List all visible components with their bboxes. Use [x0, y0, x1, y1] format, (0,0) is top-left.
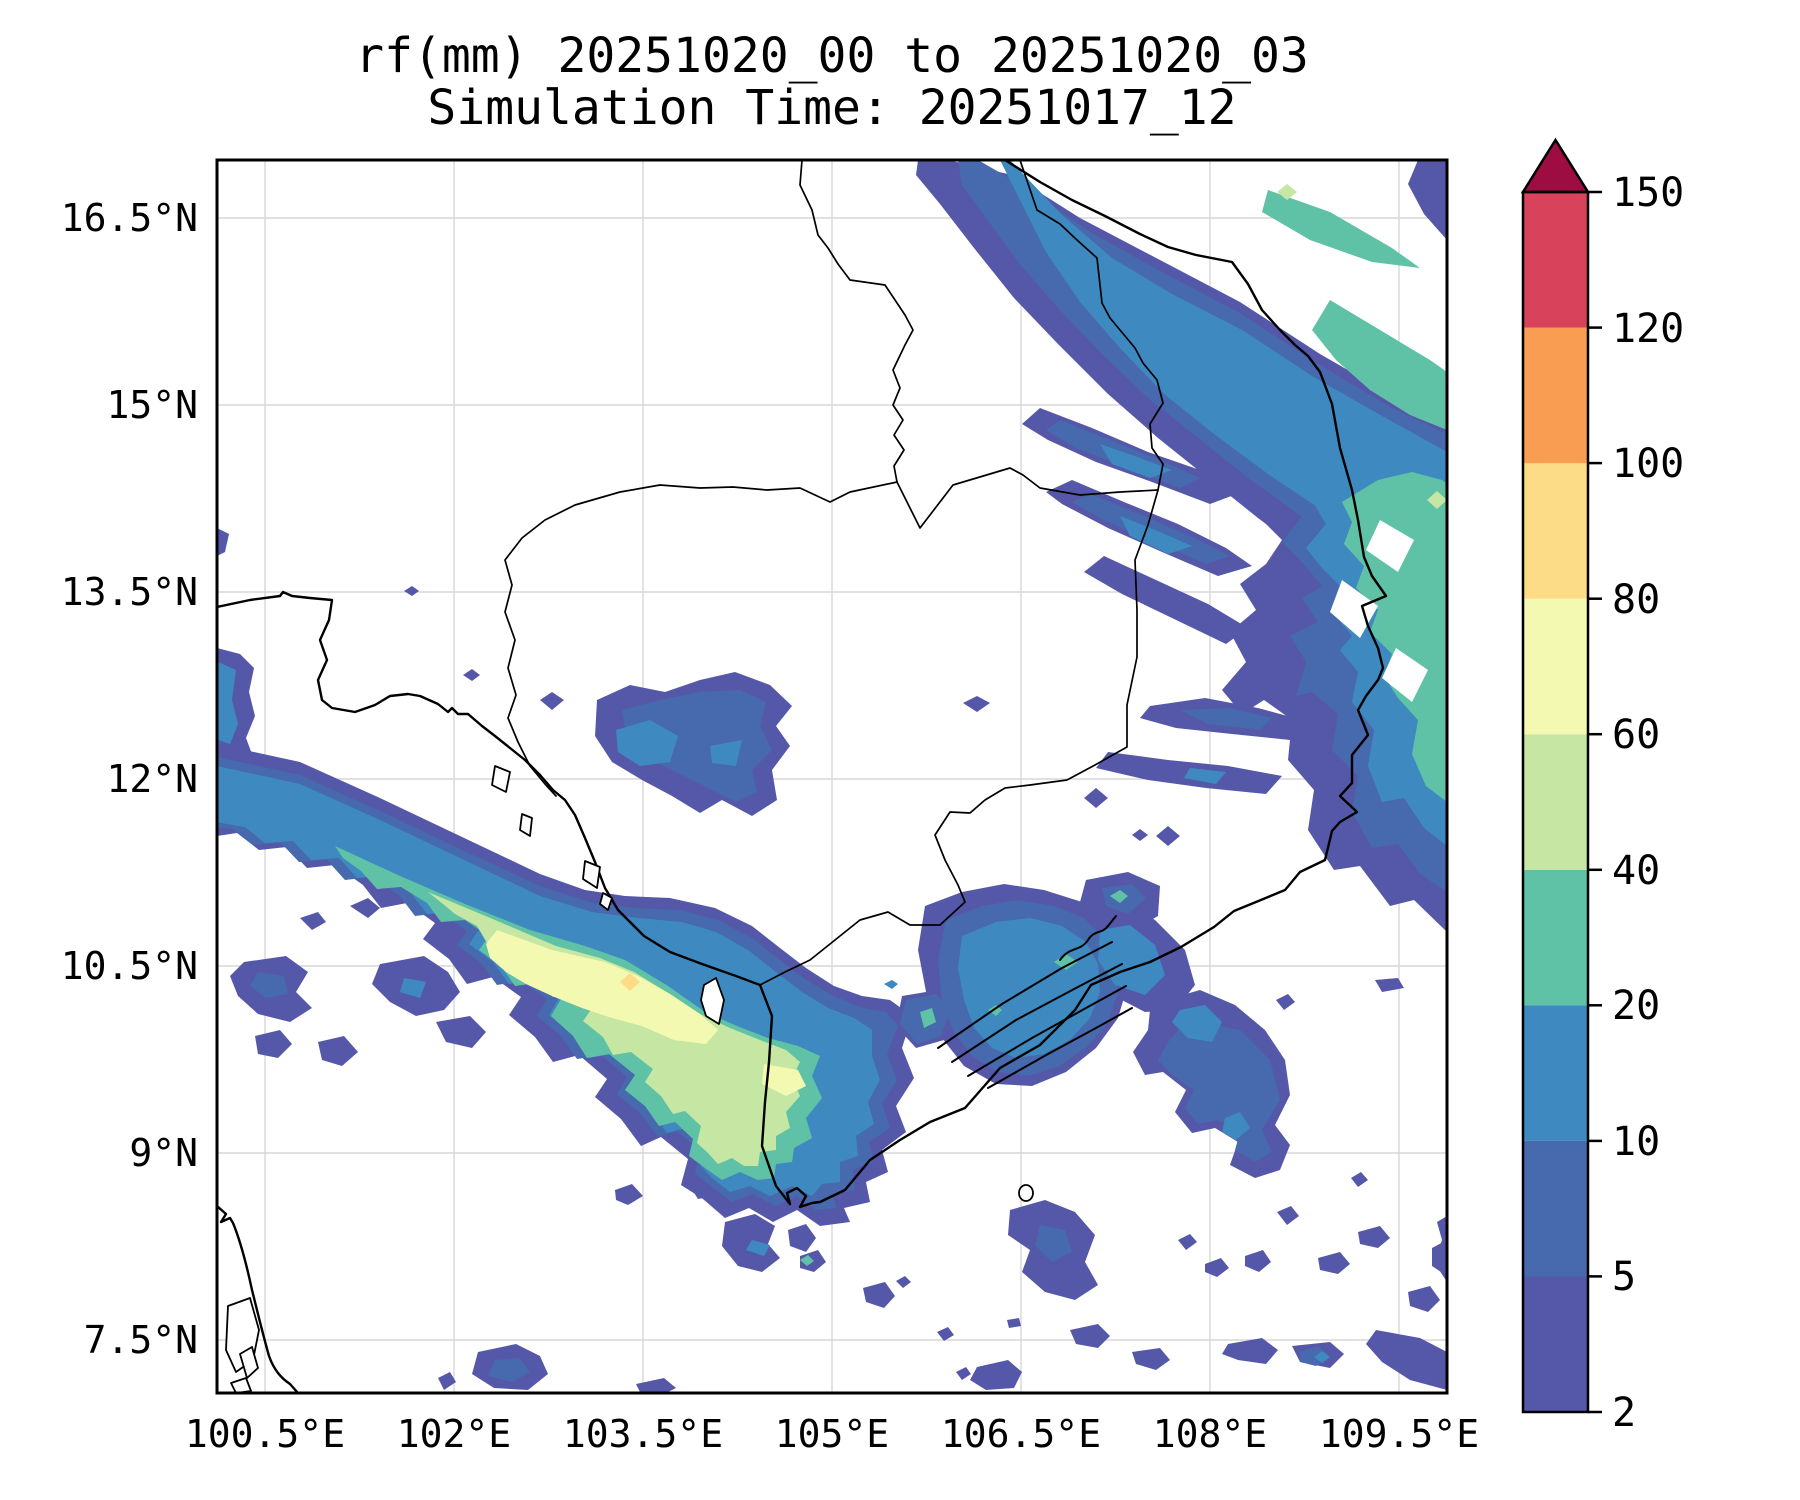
lat-tick-9n: 9°N: [129, 1131, 198, 1175]
lon-tick-109-5e: 109.5°E: [1319, 1412, 1479, 1456]
lat-tick-15n: 15°N: [106, 383, 198, 427]
plot-subtitle: Simulation Time: 20251017_12: [427, 80, 1236, 136]
rain-contours-level-80-100: [620, 973, 640, 991]
lon-tick-106-5e: 106.5°E: [941, 1412, 1101, 1456]
plot-title: rf(mm) 20251020_00 to 20251020_03: [355, 28, 1309, 84]
cbar-label-150: 150: [1612, 170, 1684, 216]
island-koh-kut: [519, 813, 533, 837]
map-frame: [215, 158, 1449, 1395]
y-axis-tick-labels: 16.5°N 15°N 13.5°N 12°N 10.5°N 9°N 7.5°N: [61, 196, 198, 1362]
cbar-label-80: 80: [1612, 577, 1660, 623]
colorbar-segment-10-20: [1523, 1005, 1588, 1141]
songkhla-lagoon: [230, 1377, 252, 1393]
island-koh-rong-sanloem: [599, 892, 613, 911]
colorbar-segment-40-60: [1523, 734, 1588, 870]
rain-contours-level-60-80: [486, 930, 806, 1096]
island-phu-quoc: [700, 977, 725, 1025]
cbar-label-10: 10: [1612, 1119, 1660, 1165]
colorbar-segment-20-40: [1523, 869, 1588, 1006]
lon-tick-103-5e: 103.5°E: [563, 1412, 723, 1456]
island-koh-chang: [491, 765, 511, 793]
cbar-label-100: 100: [1612, 441, 1684, 487]
lat-tick-16-5n: 16.5°N: [61, 196, 198, 240]
colorbar: 2 5 10 20 40 60 80 100 120 150: [1520, 137, 1684, 1436]
colorbar-segment-5-10: [1523, 1140, 1588, 1277]
lat-tick-13-5n: 13.5°N: [61, 570, 198, 614]
lon-tick-100-5e: 100.5°E: [185, 1412, 345, 1456]
cbar-label-20: 20: [1612, 983, 1660, 1029]
lon-tick-105e: 105°E: [775, 1412, 889, 1456]
colorbar-segment-100-120: [1523, 327, 1588, 464]
lat-tick-10-5n: 10.5°N: [61, 944, 198, 988]
coastlines: [217, 160, 1388, 1393]
island-con-dao: [1018, 1184, 1034, 1202]
colorbar-ticks: [1588, 190, 1602, 1414]
colorbar-triangle-outline: [1520, 137, 1591, 194]
rain-contours-level-40-60: [428, 184, 1447, 1166]
island-koh-rong: [582, 860, 601, 889]
lon-tick-108e: 108°E: [1153, 1412, 1267, 1456]
colorbar-extend-triangle: [1523, 140, 1588, 192]
cbar-label-40: 40: [1612, 848, 1660, 894]
cbar-label-2: 2: [1612, 1390, 1636, 1436]
x-axis-tick-labels: 100.5°E 102°E 103.5°E 105°E 106.5°E 108°…: [185, 1412, 1479, 1456]
colorbar-tick-labels: 2 5 10 20 40 60 80 100 120 150: [1612, 170, 1684, 1436]
cbar-label-5: 5: [1612, 1254, 1636, 1300]
lat-tick-7-5n: 7.5°N: [84, 1318, 198, 1362]
colorbar-segment-60-80: [1523, 598, 1588, 735]
songkhla-lake-inner: [239, 1346, 259, 1379]
colorbar-segment-2-5: [1523, 1276, 1588, 1412]
islands-and-lakes: [225, 765, 1034, 1393]
cbar-label-120: 120: [1612, 306, 1684, 352]
cbar-label-60: 60: [1612, 712, 1660, 758]
map-panel: [217, 160, 1447, 1393]
colorbar-segment-80-100: [1523, 463, 1588, 599]
lat-tick-12n: 12°N: [106, 757, 198, 801]
colorbar-segment-120-150: [1523, 192, 1588, 328]
country-borders: [504, 160, 1164, 986]
lon-tick-102e: 102°E: [397, 1412, 511, 1456]
